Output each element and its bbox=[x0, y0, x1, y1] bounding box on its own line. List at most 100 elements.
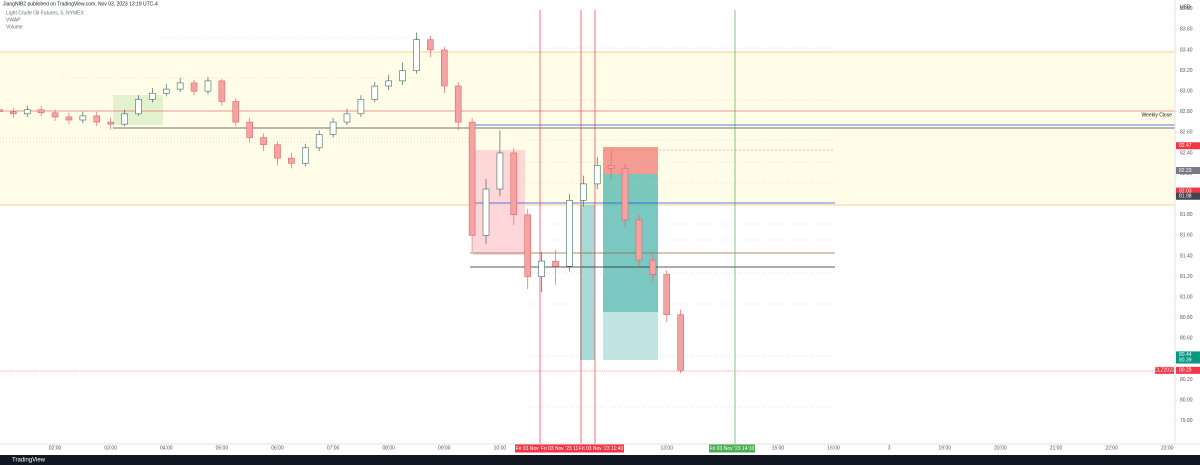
candle-body bbox=[149, 92, 156, 100]
symbol-tag bbox=[1155, 366, 1174, 374]
candle-body bbox=[23, 109, 31, 115]
candle-body bbox=[413, 39, 420, 71]
candle-body bbox=[538, 260, 545, 277]
price-tag-label: 80.29 bbox=[1179, 368, 1192, 374]
time-tag-label: Fri 03 Nov '23 14:10 bbox=[710, 446, 755, 452]
candle-body bbox=[496, 152, 504, 190]
y-tick-label: 80.80 bbox=[1180, 315, 1193, 321]
candle-body bbox=[454, 85, 462, 123]
target-box bbox=[603, 174, 658, 312]
currency: USD bbox=[1180, 4, 1191, 10]
candle-body bbox=[357, 99, 365, 115]
y-tick-label: 81.40 bbox=[1180, 253, 1193, 259]
candle-body bbox=[385, 80, 393, 87]
time-tag-label: Fri 03 Nov '23 11:40 bbox=[579, 446, 624, 452]
legend: VWAP bbox=[6, 17, 21, 23]
candle-body bbox=[51, 112, 59, 118]
stop-box bbox=[603, 147, 658, 174]
target-box bbox=[603, 312, 658, 360]
candle-body bbox=[65, 116, 73, 121]
weekly-close-label: Weekly Close bbox=[1142, 112, 1173, 118]
candle-body bbox=[0, 109, 3, 113]
time-tag bbox=[709, 444, 755, 453]
price-tag-label: 82.03 bbox=[1179, 188, 1192, 194]
candle-body bbox=[427, 39, 434, 51]
published: JiangNIB2 published on TradingView.com, … bbox=[3, 1, 158, 7]
candle-body bbox=[510, 152, 518, 216]
candle-body bbox=[190, 82, 198, 92]
symbol-tag-label: CLZ2023 bbox=[1154, 368, 1175, 374]
candle-body bbox=[121, 113, 128, 125]
y-tick-label: 83.80 bbox=[1180, 6, 1193, 12]
candle-body bbox=[663, 274, 671, 316]
candle-body bbox=[329, 121, 337, 135]
x-tick-label: 06:00 bbox=[271, 445, 284, 451]
candle-body bbox=[315, 134, 323, 149]
candle-body bbox=[649, 259, 657, 275]
y-tick-label: 82.40 bbox=[1180, 150, 1193, 156]
y-tick-label: 83.00 bbox=[1180, 88, 1193, 94]
x-tick-label: 20:00 bbox=[994, 445, 1007, 451]
candle-body bbox=[162, 88, 170, 94]
price-tag bbox=[1176, 142, 1200, 150]
candle-body bbox=[37, 109, 45, 114]
plot bbox=[0, 32, 684, 374]
price-tag-label: 82.23 bbox=[1179, 168, 1192, 174]
y-tick-label: 83.60 bbox=[1180, 27, 1193, 33]
time-tag-label: Fri 03 Nov '23 11:25 bbox=[541, 446, 586, 452]
box bbox=[580, 205, 595, 360]
candle-body bbox=[79, 115, 87, 121]
candle-body bbox=[580, 183, 587, 201]
candle-body bbox=[593, 165, 601, 185]
candle-body bbox=[274, 144, 281, 159]
candle-body bbox=[218, 80, 226, 102]
x-tick-label: 19:00 bbox=[939, 445, 952, 451]
price-tag bbox=[1176, 166, 1200, 174]
legend: Volume bbox=[6, 24, 23, 30]
candle-body bbox=[441, 49, 448, 87]
candle-body bbox=[524, 214, 532, 277]
price-tag-label: 80.39 bbox=[1179, 357, 1192, 363]
fib-lines bbox=[0, 37, 835, 408]
price-tag bbox=[1176, 366, 1200, 374]
y-tick-label: 81.80 bbox=[1180, 212, 1193, 218]
y-tick-label: 81.60 bbox=[1180, 233, 1193, 239]
candle-body bbox=[10, 111, 17, 115]
candle-body bbox=[288, 157, 295, 164]
y-tick-label: 80.60 bbox=[1180, 336, 1193, 342]
candle-body bbox=[93, 115, 101, 123]
time-tag bbox=[540, 444, 586, 453]
x-tick-label: 07:00 bbox=[327, 445, 340, 451]
x-tick-label: 08:00 bbox=[382, 445, 395, 451]
candle-body bbox=[246, 121, 253, 138]
candle-body bbox=[635, 219, 643, 261]
price-tag bbox=[1176, 351, 1200, 359]
candle-body bbox=[566, 200, 573, 267]
candle-body bbox=[468, 121, 476, 236]
y-tick-label: 83.20 bbox=[1180, 68, 1193, 74]
time-tag-label: Fri 03 Nov '23 10:45 bbox=[516, 446, 561, 452]
price-tag-label: 81.98 bbox=[1179, 194, 1192, 200]
y-tick-label: 82.80 bbox=[1180, 109, 1193, 115]
y-tick-label: 80.20 bbox=[1180, 377, 1193, 383]
x-tick-label: 16:00 bbox=[827, 445, 840, 451]
axes: 79.8080.0080.2080.4080.6080.8081.0081.20… bbox=[49, 6, 1200, 453]
candle-body bbox=[343, 113, 351, 123]
footer-bar bbox=[0, 455, 1200, 465]
price-tag bbox=[1176, 356, 1200, 364]
zone bbox=[0, 52, 1175, 205]
x-tick-label: 15:00 bbox=[772, 445, 785, 451]
candle-body bbox=[607, 165, 615, 169]
time-tag bbox=[515, 444, 561, 453]
candle-body bbox=[107, 121, 114, 125]
y-tick-label: 79.80 bbox=[1180, 418, 1193, 424]
candle-body bbox=[204, 80, 212, 92]
x-tick-label: 05:00 bbox=[216, 445, 229, 451]
x-tick-label: 23:00 bbox=[1161, 445, 1174, 451]
candle-body bbox=[135, 99, 142, 115]
y-tick-label: 81.00 bbox=[1180, 295, 1193, 301]
x-tick-label: 13:00 bbox=[660, 445, 673, 451]
candle-body bbox=[371, 85, 379, 100]
